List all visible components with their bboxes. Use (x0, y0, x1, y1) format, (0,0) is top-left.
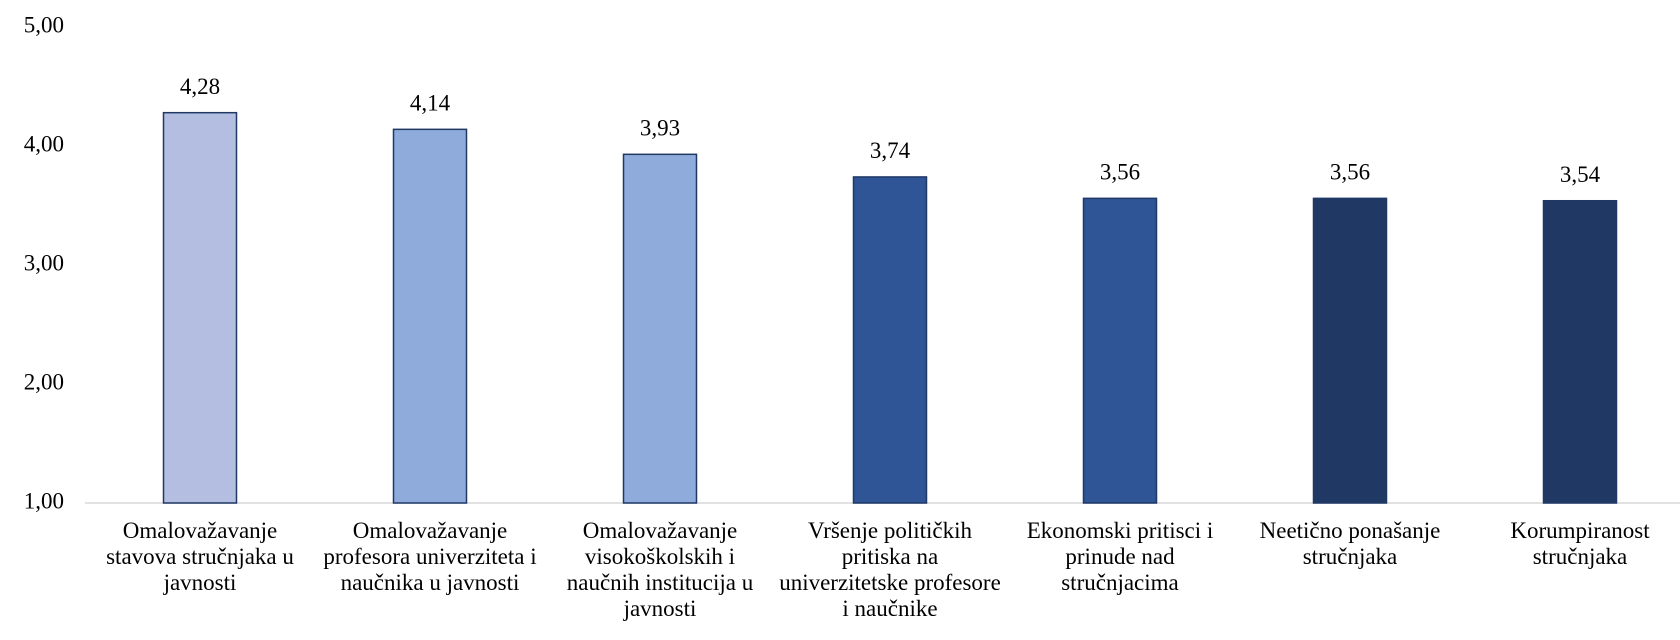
value-label: 4,28 (180, 74, 220, 99)
bar (1312, 197, 1388, 504)
value-label: 3,56 (1330, 160, 1370, 185)
x-tick-label: Vršenje političkih pritiska na univerzit… (779, 518, 1001, 621)
bar (1082, 197, 1158, 504)
bar (1542, 199, 1618, 504)
y-tick-label: 3,00 (24, 250, 64, 275)
x-tick-label: Omalovažavanje stavova stručnjaka u javn… (106, 518, 294, 595)
x-tick-label: Omalovažavanje profesora univerziteta i … (323, 518, 537, 595)
value-label: 3,74 (870, 138, 911, 163)
value-label: 3,54 (1560, 162, 1601, 187)
value-label: 3,93 (640, 116, 680, 141)
y-tick-label: 2,00 (24, 369, 64, 394)
bar (392, 128, 468, 504)
bar (162, 111, 238, 504)
y-tick-label: 5,00 (24, 12, 64, 37)
y-tick-label: 1,00 (24, 488, 64, 513)
bar (622, 153, 698, 504)
y-tick-label: 4,00 (24, 131, 64, 156)
value-label: 3,56 (1100, 160, 1140, 185)
value-label: 4,14 (410, 91, 451, 116)
bar (852, 176, 928, 504)
x-tick-label: Korumpiranost stručnjaka (1510, 518, 1650, 569)
x-tick-label: Ekonomski pritisci i prinude nad stručnj… (1026, 518, 1214, 595)
x-tick-label: Neetično ponašanje stručnjaka (1259, 518, 1441, 569)
x-tick-label: Omalovažavanje visokoškolskih i naučnih … (566, 518, 754, 621)
